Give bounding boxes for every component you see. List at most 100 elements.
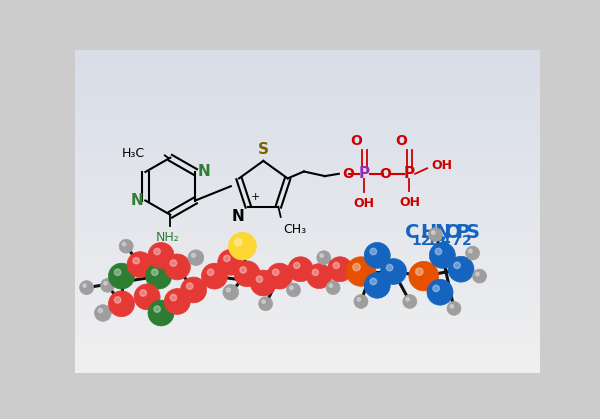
Circle shape — [416, 268, 423, 275]
Text: P: P — [455, 223, 470, 242]
Circle shape — [476, 272, 479, 276]
Circle shape — [266, 263, 293, 289]
Circle shape — [431, 231, 435, 234]
Circle shape — [290, 286, 293, 290]
Text: N: N — [197, 165, 211, 179]
Circle shape — [448, 256, 474, 282]
Text: O: O — [350, 134, 362, 148]
Circle shape — [250, 270, 277, 296]
Circle shape — [109, 291, 134, 317]
Circle shape — [170, 260, 176, 266]
Circle shape — [469, 249, 472, 253]
Circle shape — [380, 259, 407, 285]
Circle shape — [307, 264, 332, 289]
Text: OH: OH — [399, 196, 420, 209]
Circle shape — [354, 295, 368, 308]
Circle shape — [454, 262, 460, 269]
Circle shape — [127, 252, 153, 277]
Text: H: H — [420, 223, 436, 242]
Text: O: O — [395, 134, 407, 148]
Circle shape — [234, 261, 260, 287]
Circle shape — [104, 282, 107, 285]
Circle shape — [357, 297, 361, 301]
Circle shape — [134, 284, 160, 310]
Circle shape — [154, 306, 160, 312]
Circle shape — [202, 263, 227, 289]
Circle shape — [288, 257, 313, 282]
Text: N: N — [435, 223, 451, 242]
Circle shape — [109, 263, 134, 289]
Circle shape — [181, 277, 206, 303]
Text: NH₂: NH₂ — [156, 231, 180, 244]
Circle shape — [364, 272, 390, 298]
Circle shape — [188, 250, 204, 266]
Circle shape — [447, 302, 461, 316]
Text: CH₃: CH₃ — [283, 223, 306, 236]
Circle shape — [430, 243, 455, 268]
Circle shape — [154, 248, 160, 255]
Text: 2: 2 — [462, 234, 472, 248]
Circle shape — [272, 269, 279, 275]
Text: OH: OH — [432, 159, 453, 172]
Circle shape — [333, 262, 340, 269]
Circle shape — [98, 308, 103, 313]
Circle shape — [146, 263, 172, 289]
Circle shape — [370, 248, 377, 255]
Circle shape — [133, 258, 139, 264]
Circle shape — [364, 243, 390, 268]
Circle shape — [140, 290, 146, 296]
Circle shape — [164, 254, 190, 280]
Circle shape — [218, 249, 244, 275]
Text: O: O — [379, 167, 391, 181]
Circle shape — [226, 288, 230, 292]
Circle shape — [119, 239, 133, 253]
Circle shape — [229, 233, 256, 260]
Circle shape — [152, 269, 158, 275]
Circle shape — [409, 261, 439, 291]
Circle shape — [450, 305, 454, 308]
Circle shape — [353, 264, 360, 271]
Circle shape — [187, 283, 193, 289]
Circle shape — [403, 295, 417, 308]
Circle shape — [406, 297, 409, 301]
Circle shape — [122, 242, 126, 246]
Circle shape — [466, 246, 479, 260]
Circle shape — [328, 257, 353, 282]
Text: P: P — [359, 166, 370, 181]
Circle shape — [101, 279, 115, 292]
Circle shape — [312, 269, 319, 276]
Circle shape — [115, 297, 121, 303]
Text: 4: 4 — [441, 234, 451, 248]
Circle shape — [256, 276, 263, 282]
Circle shape — [326, 281, 340, 295]
Text: 7: 7 — [451, 234, 461, 248]
Circle shape — [259, 297, 272, 311]
Circle shape — [191, 253, 196, 257]
Circle shape — [427, 279, 453, 305]
Text: 19: 19 — [426, 234, 445, 248]
Circle shape — [386, 264, 393, 271]
Text: H₃C: H₃C — [122, 147, 145, 160]
Text: O: O — [445, 223, 462, 242]
Circle shape — [235, 238, 242, 246]
Circle shape — [115, 269, 121, 275]
Circle shape — [208, 269, 214, 275]
Circle shape — [293, 262, 300, 269]
Circle shape — [170, 295, 176, 301]
Text: 12: 12 — [411, 234, 431, 248]
Circle shape — [148, 243, 174, 268]
Circle shape — [287, 283, 301, 297]
Circle shape — [435, 248, 442, 255]
Circle shape — [433, 285, 439, 292]
Circle shape — [320, 254, 323, 257]
Text: S: S — [258, 142, 269, 157]
Text: +: + — [251, 192, 260, 202]
Circle shape — [80, 281, 94, 295]
Circle shape — [473, 269, 487, 283]
Circle shape — [240, 267, 247, 273]
Circle shape — [83, 284, 86, 287]
Text: O: O — [343, 167, 355, 181]
Text: S: S — [466, 223, 480, 242]
Text: N: N — [232, 209, 245, 224]
Circle shape — [148, 300, 174, 326]
